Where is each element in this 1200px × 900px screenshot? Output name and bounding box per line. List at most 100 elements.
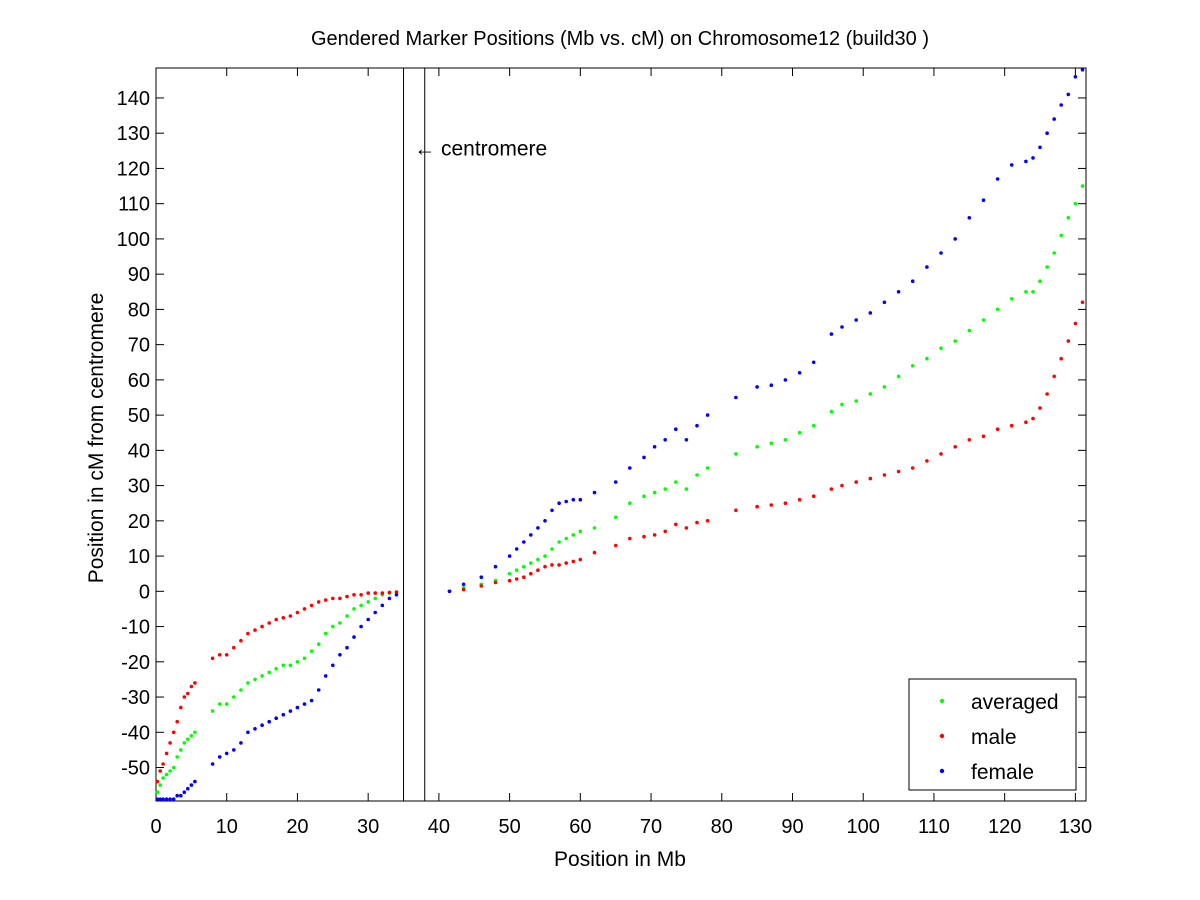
data-point <box>155 797 160 801</box>
data-point <box>189 734 194 738</box>
data-point <box>267 670 272 675</box>
data-point <box>182 741 187 745</box>
data-point <box>295 660 300 664</box>
legend: averaged male female <box>908 678 1077 791</box>
chart-title: Gendered Marker Positions (Mb vs. cM) on… <box>311 28 929 50</box>
data-point <box>394 593 399 597</box>
data-point <box>840 325 844 329</box>
data-point <box>232 695 236 699</box>
x-tick-label: 0 <box>150 816 161 838</box>
data-point <box>543 519 547 523</box>
x-tick-label: 80 <box>711 816 733 838</box>
data-point <box>182 695 187 699</box>
data-point <box>1031 156 1035 160</box>
data-point <box>628 466 632 470</box>
data-point <box>274 716 279 720</box>
data-point <box>1066 339 1071 343</box>
y-tick-label: 70 <box>128 335 150 357</box>
data-point <box>613 543 618 548</box>
data-point <box>674 427 678 432</box>
legend-marker-female <box>939 768 945 774</box>
data-point <box>1059 233 1063 238</box>
data-point <box>1024 420 1028 425</box>
data-point <box>1073 75 1078 79</box>
data-point <box>158 797 162 801</box>
data-point <box>1009 163 1014 167</box>
x-tick-label: 20 <box>286 816 308 838</box>
data-point <box>331 624 335 629</box>
y-tick-label: -50 <box>121 758 150 780</box>
data-point <box>323 674 328 678</box>
data-point <box>295 705 300 710</box>
x-axis: 0 10 20 30 40 50 60 70 80 90 100 110 120 130 <box>150 68 1092 838</box>
data-point <box>210 709 215 713</box>
data-point <box>854 318 858 322</box>
data-point <box>783 501 788 506</box>
data-point <box>522 564 526 569</box>
data-point <box>797 371 802 375</box>
data-point <box>1066 92 1071 97</box>
data-point <box>232 748 236 752</box>
data-point <box>331 663 335 668</box>
data-point <box>705 413 710 417</box>
y-tick-label: 10 <box>128 546 150 568</box>
data-point <box>338 596 342 601</box>
data-point <box>995 307 1000 312</box>
legend-marker-male <box>939 733 945 739</box>
data-point <box>1038 145 1042 150</box>
data-point <box>345 594 349 599</box>
data-point <box>232 645 236 650</box>
data-point <box>239 638 243 643</box>
data-point <box>652 445 657 449</box>
series-female <box>155 68 1085 801</box>
data-point <box>246 681 250 685</box>
data-point <box>155 779 160 784</box>
data-point <box>253 727 257 731</box>
data-point <box>479 575 484 579</box>
data-point <box>896 374 901 379</box>
data-point <box>175 719 179 724</box>
data-point <box>695 423 699 428</box>
data-point <box>592 526 597 530</box>
data-point <box>164 797 169 801</box>
data-point <box>705 519 710 523</box>
y-axis-title: Position in cM from centromere <box>85 293 108 584</box>
data-point <box>674 480 678 484</box>
data-point <box>281 616 286 620</box>
plot-border <box>155 67 1087 802</box>
data-point <box>394 590 399 594</box>
data-point <box>695 473 699 477</box>
data-point <box>316 688 321 692</box>
data-point <box>868 311 873 315</box>
data-point <box>168 797 172 801</box>
data-point <box>783 378 788 382</box>
data-point <box>193 779 197 784</box>
x-tick-label: 60 <box>569 816 591 838</box>
data-point <box>210 762 215 766</box>
y-tick-label: 100 <box>117 229 150 251</box>
data-point <box>829 487 834 491</box>
data-point <box>550 508 554 513</box>
y-tick-label: 60 <box>128 370 150 392</box>
x-tick-label: 100 <box>847 816 880 838</box>
data-point <box>613 515 618 520</box>
data-point <box>896 290 901 294</box>
data-point <box>925 356 929 361</box>
data-point <box>1073 321 1078 326</box>
data-point <box>193 681 197 685</box>
data-point <box>179 705 183 710</box>
data-point <box>171 797 176 801</box>
data-point <box>522 575 526 579</box>
data-point <box>352 607 356 611</box>
data-point <box>529 533 533 537</box>
data-point <box>755 385 759 389</box>
data-point <box>246 631 250 636</box>
data-point <box>1080 184 1085 188</box>
legend-box <box>908 678 1077 791</box>
data-point <box>896 469 901 474</box>
data-point <box>829 409 834 414</box>
legend-label-averaged: averaged <box>971 691 1059 714</box>
data-point <box>1080 68 1085 72</box>
data-point <box>253 677 257 682</box>
